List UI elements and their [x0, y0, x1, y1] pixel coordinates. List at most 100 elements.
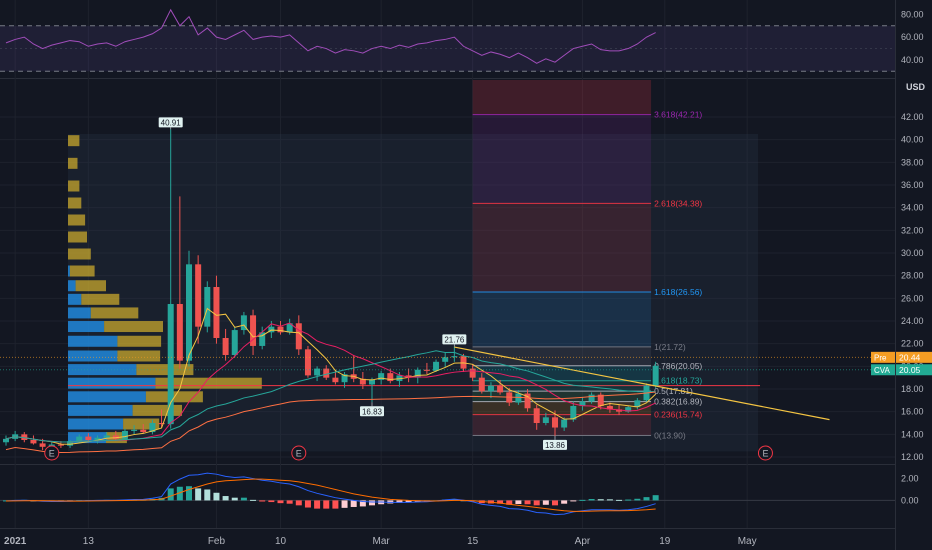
macd-histogram-bar — [497, 500, 504, 504]
macd-histogram-bar — [222, 496, 229, 501]
candle-body — [552, 417, 558, 428]
candle-body — [259, 332, 266, 346]
date-tick-label: 10 — [275, 536, 287, 547]
currency-label: USD — [906, 82, 926, 92]
rsi-tick-label: 40.00 — [901, 55, 924, 65]
candle-body — [533, 408, 540, 423]
candle-body — [597, 394, 604, 406]
macd-histogram-bar — [533, 500, 540, 506]
vp-bar-up — [68, 265, 70, 277]
macd-histogram-bar — [405, 500, 412, 503]
macd-histogram-bar — [195, 488, 202, 501]
vp-bar-down — [68, 248, 91, 260]
vp-bar-down — [104, 321, 163, 333]
vp-bar-up — [68, 404, 133, 416]
price-tag-name-box — [871, 364, 895, 376]
macd-histogram-bar — [332, 500, 339, 509]
vp-bar-down — [123, 418, 160, 430]
macd-histogram-bar — [359, 500, 366, 507]
candle-body — [451, 356, 458, 358]
macd-histogram-bar — [524, 500, 531, 505]
candle-body — [149, 423, 156, 433]
price-label-text: 13.86 — [545, 441, 566, 450]
candle-body — [176, 304, 183, 361]
candle-body — [442, 357, 449, 362]
macd-histogram-bar — [396, 500, 403, 503]
macd-histogram-bar — [295, 500, 302, 506]
price-tick-label: 38.00 — [901, 157, 924, 167]
price-tick-label: 34.00 — [901, 203, 924, 213]
candle-body — [423, 369, 430, 371]
ma-longest — [5, 391, 656, 454]
vp-bar-up — [68, 391, 146, 403]
candle-body — [167, 304, 174, 425]
candle-body — [323, 368, 330, 378]
price-tag-value: 20.05 — [899, 365, 921, 375]
fib-zone — [472, 203, 652, 292]
vp-bar-down — [90, 307, 139, 319]
date-tick-label: 2021 — [4, 536, 27, 547]
price-tick-label: 32.00 — [901, 225, 924, 235]
candle-body — [240, 315, 247, 331]
macd-histogram-bar — [634, 498, 641, 501]
candle-body — [469, 368, 476, 378]
macd-histogram-bar — [597, 499, 604, 501]
ma-long — [5, 350, 656, 443]
vp-bar-down — [68, 135, 80, 147]
price-tick-label: 18.00 — [901, 384, 924, 394]
candle-body — [396, 375, 403, 382]
rsi-tick-label: 60.00 — [901, 32, 924, 42]
candle-body — [524, 393, 531, 409]
macd-histogram-bar — [268, 500, 275, 503]
fib-level-label: 1(21.72) — [654, 342, 686, 352]
macd-histogram-bar — [186, 486, 192, 501]
price-label-box — [158, 117, 183, 128]
candle-body — [579, 401, 586, 406]
macd-histogram-bar — [314, 500, 321, 509]
candle-body — [460, 356, 467, 369]
price-tick-label: 14.00 — [901, 429, 924, 439]
candle-body — [515, 393, 522, 403]
candle-body — [359, 378, 366, 385]
macd-histogram-bar — [616, 499, 623, 501]
earnings-marker — [757, 445, 773, 461]
fib-level-label: 0.236(15.74) — [654, 410, 702, 420]
price-tick-label: 12.00 — [901, 452, 924, 462]
rsi-tick-label: 80.00 — [901, 9, 924, 19]
candle-body — [213, 287, 220, 338]
vp-bar-down — [68, 214, 86, 226]
fib-zone-top — [472, 80, 652, 115]
price-tag-value-box — [896, 364, 932, 376]
fib-zone — [472, 401, 652, 415]
candle-body — [369, 379, 375, 385]
price-tick-label: 30.00 — [901, 248, 924, 258]
candle-body — [30, 440, 37, 444]
macd-histogram-bar — [588, 498, 595, 501]
date-tick-label: 19 — [659, 536, 671, 547]
candle-body — [588, 394, 595, 402]
macd-histogram-bar — [167, 488, 174, 501]
macd-tick-label: 2.00 — [901, 474, 919, 484]
vp-bar-up — [68, 280, 76, 292]
date-tick-label: Feb — [208, 536, 226, 547]
candle-body — [277, 326, 284, 333]
fib-zone — [472, 291, 652, 347]
candle-body — [3, 438, 9, 443]
price-tag-name-box — [871, 351, 895, 363]
fib-zone — [472, 346, 652, 366]
candle-body — [158, 423, 165, 425]
candle-body — [634, 400, 641, 408]
price-tag-name: Pre — [874, 353, 887, 362]
price-tag-name: CVA — [874, 366, 891, 375]
vp-bar-down — [68, 231, 87, 243]
candle-body — [195, 264, 202, 327]
candle-body — [67, 441, 74, 446]
candle-body — [652, 365, 659, 386]
macd-histogram-bar — [606, 499, 613, 501]
candle-body — [21, 434, 28, 440]
price-label-box — [543, 439, 567, 450]
candle-body — [625, 407, 632, 412]
ma-short — [5, 307, 656, 445]
